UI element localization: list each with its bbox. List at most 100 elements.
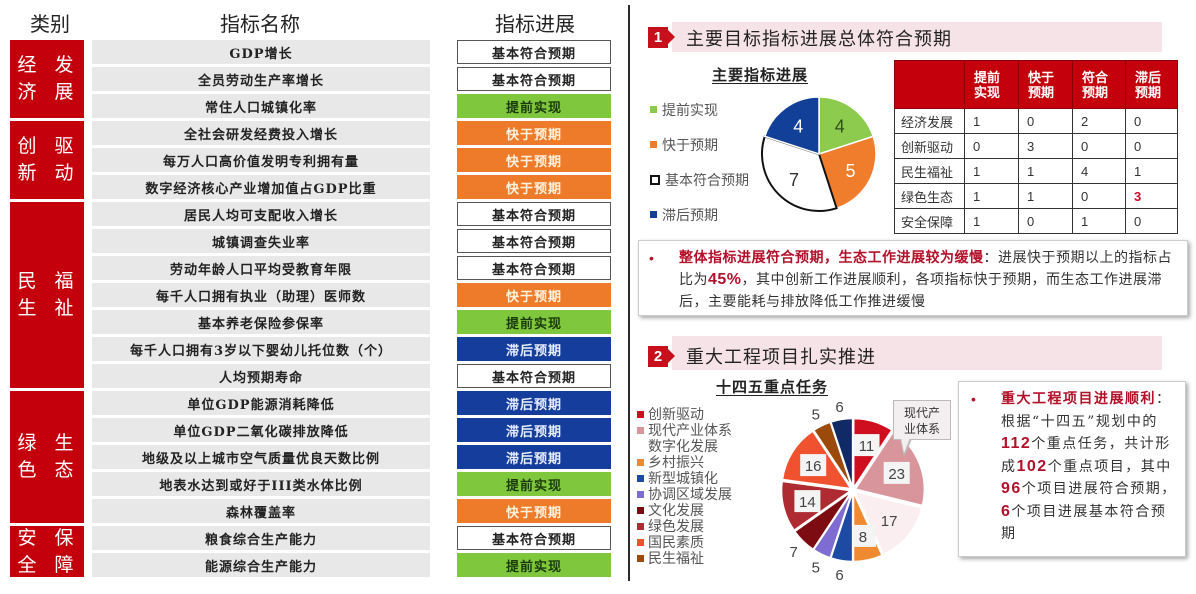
- summary-cell: 1: [964, 158, 1019, 184]
- summary-col-early: 提前 实现: [964, 60, 1019, 109]
- note2-num-ontrack: 96: [1001, 480, 1022, 497]
- category-cell: 民生 福祉: [10, 202, 84, 391]
- section1-number-badge: 1: [648, 27, 668, 48]
- indicator-name: 单位GDP二氧化碳排放降低: [92, 418, 430, 442]
- summary-row-label: 绿色生态: [894, 183, 965, 209]
- indicator-name: 每千人口拥有3岁以下婴幼儿托位数（个）: [92, 337, 430, 361]
- category-cell: 安全 保障: [10, 526, 84, 580]
- status-badge: 快于预期: [457, 121, 611, 145]
- pie2-callout: 现代产 业体系: [893, 400, 951, 440]
- indicator-name: 能源综合生产能力: [92, 553, 430, 577]
- header-indicator: 指标名称: [220, 12, 300, 36]
- pie2-value-label: 7: [790, 544, 798, 561]
- indicator-name: 常住人口城镇化率: [92, 94, 430, 118]
- status-badge: 提前实现: [457, 553, 611, 577]
- status-badge: 快于预期: [457, 283, 611, 307]
- note2-num-basic: 6: [1001, 502, 1012, 520]
- pie1-slice: [761, 135, 838, 212]
- status-badge: 提前实现: [457, 94, 611, 118]
- legend-item: 快于预期: [650, 127, 749, 162]
- summary-row: 经济发展 1 0 2 0: [894, 108, 1178, 134]
- note2-num-tasks: 112: [1001, 435, 1032, 452]
- indicator-name: 森林覆盖率: [92, 499, 430, 523]
- legend-label: 民生福祉: [648, 550, 704, 566]
- summary-cell: 1: [1018, 158, 1073, 184]
- status-badge: 基本符合预期: [457, 364, 611, 388]
- header-category: 类别: [30, 12, 70, 36]
- section1-header-band: [672, 22, 1162, 52]
- legend-swatch-icon: [637, 506, 644, 514]
- indicator-name: 全员劳动生产率增长: [92, 67, 430, 91]
- legend-swatch-icon: [637, 538, 644, 546]
- legend-item: 数字化发展: [637, 438, 732, 454]
- pie1-title: 主要指标进展: [712, 66, 809, 84]
- note1-headline: 整体指标进展符合预期，生态工作进展较为缓慢: [679, 250, 984, 266]
- legend-label: 基本符合预期: [665, 171, 749, 188]
- summary-cell: 0: [1018, 208, 1073, 234]
- legend-item: 民生福祉: [637, 550, 732, 566]
- legend-swatch-icon: [637, 458, 644, 466]
- note1-text-a: ：进展快于预期以上的指标占比为: [679, 250, 1172, 288]
- legend-swatch-icon: [637, 522, 644, 530]
- pie1-slice: [818, 96, 875, 156]
- pie2-label-box: [794, 490, 821, 513]
- summary-cell: 0: [1125, 108, 1178, 134]
- status-badge: 基本符合预期: [457, 67, 611, 91]
- summary-cell: 1: [1072, 208, 1126, 234]
- legend-label: 绿色发展: [648, 518, 704, 534]
- pie2-slice: [812, 491, 853, 559]
- callout-tail-fill: [901, 438, 910, 453]
- status-badge: 提前实现: [457, 310, 611, 334]
- legend-swatch-icon: [650, 211, 657, 218]
- indicator-name: 城镇调查失业率: [92, 229, 430, 253]
- note2-text: 个重点项目，其中: [1047, 458, 1172, 475]
- vertical-divider: [628, 5, 630, 581]
- status-badge: 快于预期: [457, 175, 611, 199]
- note2-text: ：根据“十四五”规划中的: [1001, 391, 1172, 430]
- indicator-name: 每万人口高价值发明专利拥有量: [92, 148, 430, 172]
- pie2-value-label: 5: [812, 407, 820, 424]
- status-badge: 基本符合预期: [457, 526, 611, 550]
- legend-swatch-icon: [650, 106, 657, 113]
- note2-text: 个项目进展基本符合预期: [1001, 503, 1167, 543]
- summary-cell: 0: [1072, 133, 1126, 159]
- summary-corner: [894, 60, 965, 109]
- indicator-name: 地级及以上城市空气质量优良天数比例: [92, 445, 430, 469]
- pie2-legend: 创新驱动 现代产业体系 数字化发展 乡村振兴 新型城镇化 协调区域发展 文化发展 绿色发展 国民…: [637, 406, 732, 566]
- legend-swatch-icon: [637, 474, 644, 482]
- summary-row-label: 创新驱动: [894, 133, 965, 159]
- indicator-name: 全社会研发经费投入增长: [92, 121, 430, 145]
- note2-text: 个项目进展符合预期，: [1021, 481, 1177, 497]
- indicator-name: 人均预期寿命: [92, 364, 430, 388]
- pie1-value-label: 4: [793, 116, 803, 136]
- summary-cell: 0: [1125, 208, 1178, 234]
- indicator-name: 每千人口拥有执业（助理）医师数: [92, 283, 430, 307]
- status-badge: 基本符合预期: [457, 229, 611, 253]
- legend-item: 协调区域发展: [637, 486, 732, 502]
- status-badge: 滞后预期: [457, 445, 611, 469]
- summary-cell: 1: [964, 183, 1019, 209]
- summary-row: 安全保障 1 0 1 0: [894, 208, 1178, 234]
- bullet-icon: •: [971, 391, 978, 407]
- legend-swatch-icon: [637, 443, 644, 450]
- status-badge: 滞后预期: [457, 337, 611, 361]
- note2-text: 个重点任务，共计形成: [1001, 436, 1171, 475]
- indicator-name: GDP增长: [92, 40, 430, 64]
- pie2-slice: [853, 490, 923, 556]
- pie2-value-label: 6: [835, 399, 843, 416]
- legend-label: 国民素质: [648, 534, 704, 550]
- summary-cell: 1: [1018, 183, 1073, 209]
- pie1-chart: 4 5 7 4: [761, 96, 877, 212]
- legend-label: 乡村振兴: [648, 454, 704, 470]
- header-progress: 指标进展: [495, 12, 575, 36]
- legend-item: 基本符合预期: [650, 162, 749, 197]
- legend-label: 协调区域发展: [648, 486, 732, 502]
- status-badge: 快于预期: [457, 499, 611, 523]
- section2-arrow-icon: [668, 349, 675, 363]
- pie1-value-label: 5: [845, 161, 855, 181]
- summary-row-label: 安全保障: [894, 208, 965, 234]
- status-badge: 快于预期: [457, 148, 611, 172]
- legend-item: 国民素质: [637, 534, 732, 550]
- pie2-label-box: [853, 434, 880, 457]
